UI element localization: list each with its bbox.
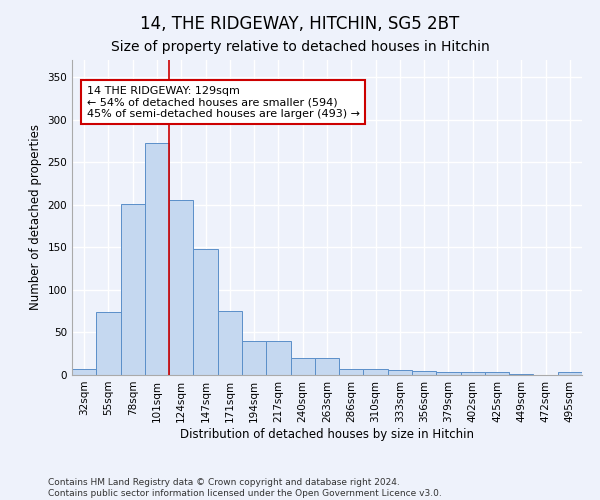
Bar: [485, 372, 509, 375]
X-axis label: Distribution of detached houses by size in Hitchin: Distribution of detached houses by size …: [180, 428, 474, 440]
Bar: [509, 374, 533, 375]
Bar: [315, 358, 339, 375]
Text: 14 THE RIDGEWAY: 129sqm
← 54% of detached houses are smaller (594)
45% of semi-d: 14 THE RIDGEWAY: 129sqm ← 54% of detache…: [86, 86, 359, 118]
Bar: [169, 200, 193, 375]
Bar: [266, 341, 290, 375]
Bar: [290, 358, 315, 375]
Bar: [339, 369, 364, 375]
Bar: [242, 341, 266, 375]
Bar: [412, 370, 436, 375]
Bar: [436, 372, 461, 375]
Text: 14, THE RIDGEWAY, HITCHIN, SG5 2BT: 14, THE RIDGEWAY, HITCHIN, SG5 2BT: [140, 15, 460, 33]
Bar: [96, 312, 121, 375]
Bar: [145, 144, 169, 375]
Bar: [558, 372, 582, 375]
Text: Size of property relative to detached houses in Hitchin: Size of property relative to detached ho…: [110, 40, 490, 54]
Bar: [193, 249, 218, 375]
Bar: [218, 311, 242, 375]
Text: Contains HM Land Registry data © Crown copyright and database right 2024.
Contai: Contains HM Land Registry data © Crown c…: [48, 478, 442, 498]
Bar: [461, 372, 485, 375]
Y-axis label: Number of detached properties: Number of detached properties: [29, 124, 42, 310]
Bar: [121, 204, 145, 375]
Bar: [72, 369, 96, 375]
Bar: [388, 370, 412, 375]
Bar: [364, 369, 388, 375]
